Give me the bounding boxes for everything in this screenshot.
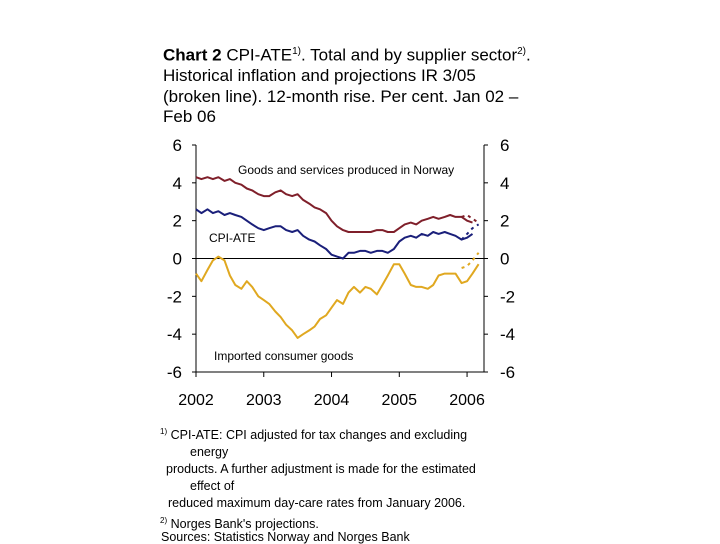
chart-number: Chart 2 (163, 45, 222, 65)
footnote-1-line-4: effect of (190, 479, 235, 494)
title-part-3: . Historical inflation and projections I… (163, 45, 531, 127)
series-line-imported_proj (461, 252, 480, 269)
title-part-2: . Total and by supplier sector (301, 45, 518, 65)
y-tick-label-left: 0 (173, 250, 182, 269)
x-tick-label: 2005 (381, 392, 417, 409)
annotation-cpiate: CPI-ATE (209, 231, 255, 245)
footnote-2-line: 2) Norges Bank's projections. (160, 512, 540, 533)
y-tick-label-right: -4 (500, 325, 515, 344)
chart-axes: 6 6 4 4 2 2 0 0 -2 -2 -4 -4 -6 -6 2002 2003 2004 2005 2006 (167, 136, 515, 409)
y-tick-label-right: 2 (500, 212, 509, 231)
series-line-imported (195, 255, 480, 339)
footnote-1-line-3: products. A further adjustment is made f… (166, 462, 476, 477)
chart-title: Chart 2 CPI-ATE1). Total and by supplier… (163, 42, 533, 128)
y-tick-label-right: 6 (500, 136, 509, 155)
series-line-cpiate_proj (460, 223, 480, 241)
footnote-2-text: Norges Bank's projections. (170, 517, 319, 532)
title-part-1: CPI-ATE (226, 45, 293, 65)
annotation-norway: Goods and services produced in Norway (238, 163, 454, 177)
y-tick-label-left: 6 (173, 136, 182, 155)
footnote-1-line-5: reduced maximum day-care rates from Janu… (168, 496, 466, 511)
series-line-cpiate (195, 208, 474, 260)
y-tick-label-right: 4 (500, 174, 509, 193)
footnote-1-text-a: CPI-ATE: CPI adjusted for tax changes an… (170, 428, 468, 443)
footnote-1-mark: 1) (160, 427, 168, 436)
series-line-norway_proj (461, 214, 480, 224)
series-line-norway (195, 176, 473, 233)
x-tick-label: 2002 (178, 392, 214, 409)
annotation-imported: Imported consumer goods (214, 349, 353, 363)
x-tick-label: 2006 (449, 392, 485, 409)
y-tick-label-right: 0 (500, 250, 509, 269)
title-sup-1: 1) (292, 46, 302, 57)
y-tick-label-right: -6 (500, 363, 515, 382)
y-tick-label-right: -2 (500, 287, 515, 306)
chart-labels: Goods and services produced in Norway CPI… (209, 163, 454, 363)
footnote-2-mark: 2) (160, 516, 168, 526)
footnotes: 1) CPI-ATE: CPI adjusted for tax changes… (160, 423, 540, 533)
y-tick-label-left: 4 (173, 174, 182, 193)
footnote-1-line-1: 1) CPI-ATE: CPI adjusted for tax changes… (160, 423, 540, 444)
footnote-1-line-2: energy (190, 445, 229, 460)
y-tick-label-left: 2 (173, 212, 182, 231)
y-tick-label-left: -4 (167, 325, 182, 344)
y-tick-label-left: -2 (167, 287, 182, 306)
x-tick-label: 2004 (314, 392, 350, 409)
y-tick-label-left: -6 (167, 363, 182, 382)
source-note: Sources: Statistics Norway and Norges Ba… (161, 530, 410, 544)
x-tick-label: 2003 (246, 392, 282, 409)
chart-series (195, 176, 480, 339)
title-sup-2: 2) (517, 46, 527, 57)
